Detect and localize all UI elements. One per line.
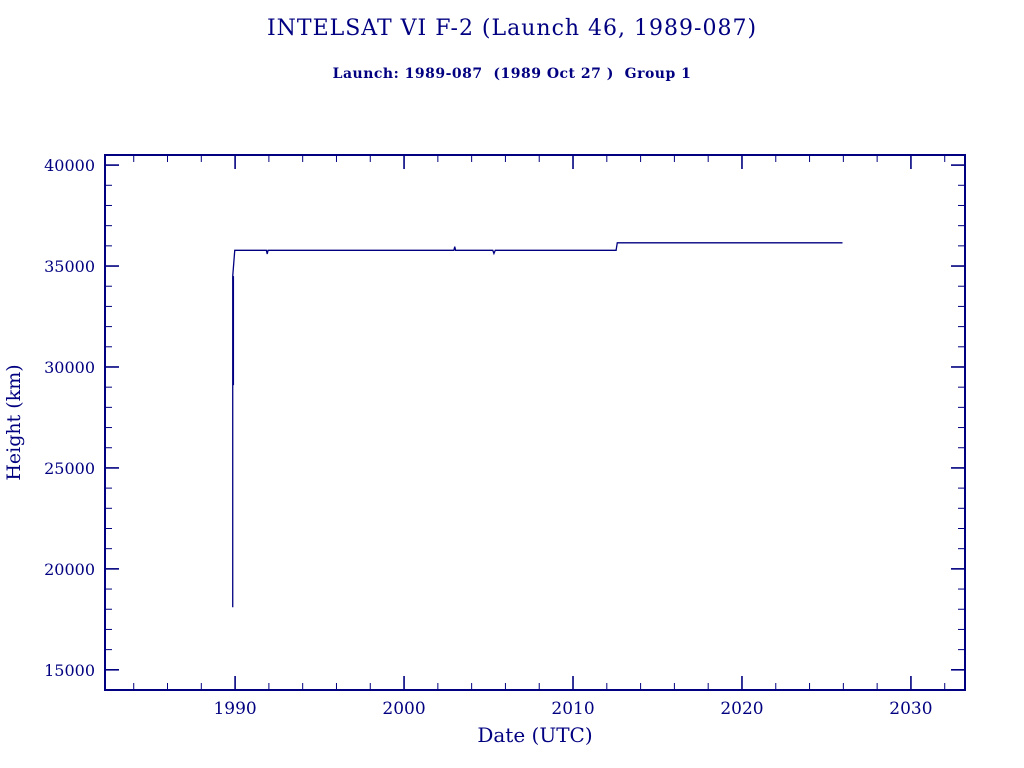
y-tick-label: 15000 (44, 661, 95, 680)
chart-title: INTELSAT VI F-2 (Launch 46, 1989-087) (266, 16, 758, 41)
x-tick-label: 2010 (551, 699, 594, 719)
y-axis-title: Height (km) (3, 364, 25, 480)
chart-subtitle: Launch: 1989-087 (1989 Oct 27 ) Group 1 (332, 66, 692, 82)
x-tick-label: 2030 (889, 699, 932, 719)
y-tick-label: 20000 (44, 560, 95, 579)
y-tick-label: 35000 (44, 257, 95, 276)
x-tick-label: 1990 (213, 699, 256, 719)
x-tick-label: 2000 (382, 699, 425, 719)
y-tick-label: 25000 (44, 459, 95, 478)
y-tick-label: 30000 (44, 358, 95, 377)
y-tick-label: 40000 (44, 156, 95, 175)
x-tick-label: 2020 (720, 699, 763, 719)
plot-frame (104, 154, 966, 691)
x-axis-title: Date (UTC) (477, 723, 592, 747)
data-line-height (232, 242, 843, 608)
